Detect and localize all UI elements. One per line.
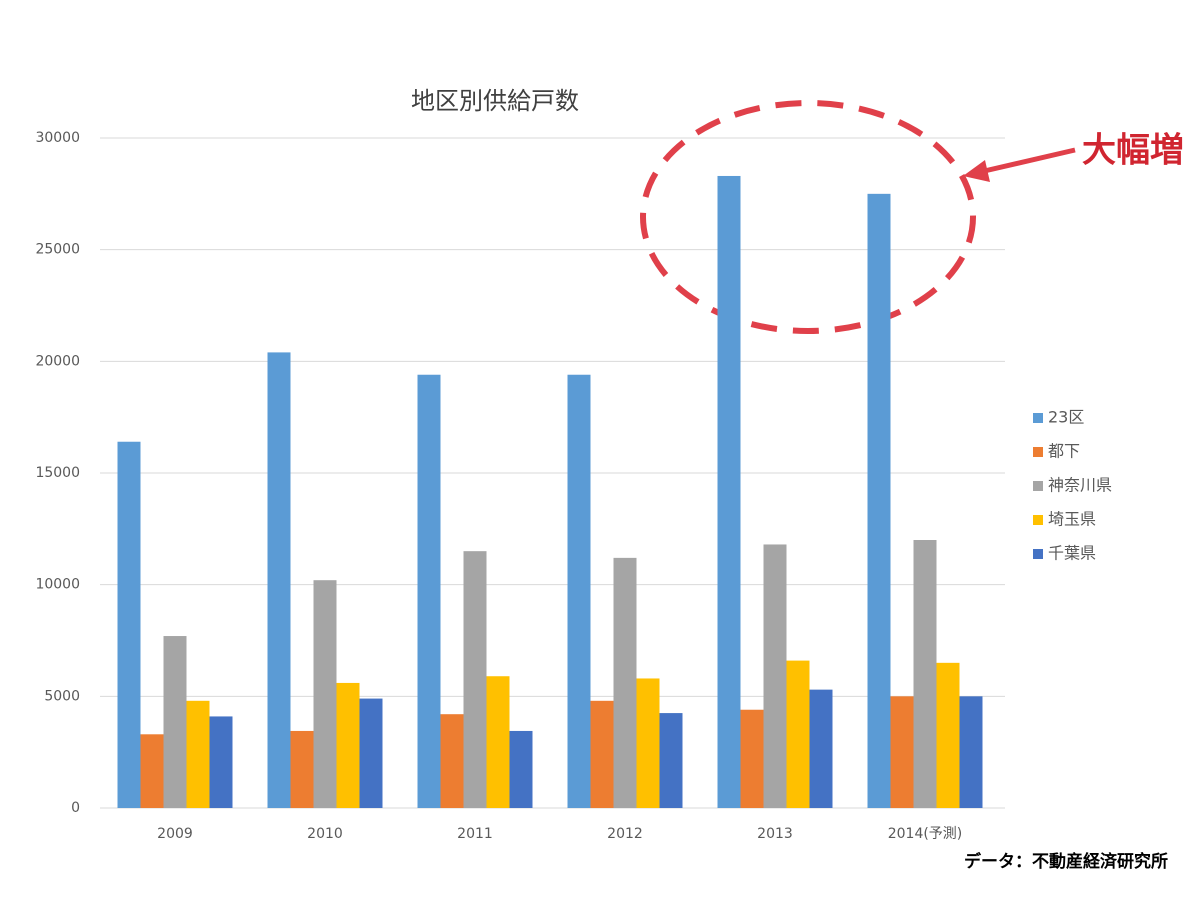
bar bbox=[290, 730, 314, 808]
bar bbox=[336, 682, 360, 808]
bar bbox=[186, 700, 210, 808]
x-tick-label: 2014(予測) bbox=[888, 826, 963, 842]
bar bbox=[486, 676, 510, 808]
bar bbox=[636, 678, 660, 808]
bar bbox=[659, 713, 683, 808]
legend-label: 神奈川県 bbox=[1048, 476, 1112, 495]
legend-swatch bbox=[1033, 447, 1043, 457]
source: データ：不動産経済研究所 bbox=[964, 851, 1168, 872]
y-tick-label: 30000 bbox=[35, 130, 80, 146]
annotation: 大幅増 bbox=[1082, 131, 1184, 171]
legend-label: 都下 bbox=[1048, 442, 1080, 461]
bar bbox=[913, 540, 937, 808]
x-tick-label: 2012 bbox=[607, 826, 643, 842]
x-tick-label: 2011 bbox=[457, 826, 493, 842]
chart-title: 地区別供給戸数 bbox=[411, 87, 579, 115]
legend-swatch bbox=[1033, 515, 1043, 525]
bar bbox=[590, 700, 614, 808]
y-tick-label: 0 bbox=[71, 800, 80, 816]
x-tick-label: 2009 bbox=[157, 826, 193, 842]
bar bbox=[140, 734, 164, 808]
bar bbox=[867, 193, 891, 809]
bar bbox=[267, 352, 291, 808]
legend-label: 千葉県 bbox=[1048, 544, 1096, 563]
bar bbox=[613, 557, 637, 808]
bar bbox=[359, 698, 383, 808]
bar bbox=[809, 689, 833, 808]
legend-swatch bbox=[1033, 413, 1043, 423]
bar bbox=[417, 374, 441, 808]
bar bbox=[890, 696, 914, 808]
bar bbox=[509, 730, 533, 808]
legend-label: 23区 bbox=[1048, 408, 1084, 427]
arrow-head bbox=[963, 160, 990, 182]
bar bbox=[936, 662, 960, 808]
x-tick-label: 2010 bbox=[307, 826, 343, 842]
arrow-line bbox=[979, 147, 1076, 175]
legend-label: 埼玉県 bbox=[1048, 510, 1096, 529]
bar bbox=[209, 716, 233, 808]
bar bbox=[313, 580, 337, 808]
y-tick-label: 25000 bbox=[35, 242, 80, 258]
bar bbox=[440, 714, 464, 808]
y-tick-label: 10000 bbox=[35, 577, 80, 593]
bar bbox=[717, 175, 741, 808]
y-tick-label: 20000 bbox=[35, 353, 80, 369]
bar bbox=[959, 696, 983, 808]
bar bbox=[117, 441, 141, 808]
y-tick-label: 15000 bbox=[35, 465, 80, 481]
bar bbox=[163, 636, 187, 808]
legend-swatch bbox=[1033, 549, 1043, 559]
bar bbox=[740, 709, 764, 808]
bar bbox=[786, 660, 810, 808]
x-tick-label: 2013 bbox=[757, 826, 793, 842]
bar bbox=[763, 544, 787, 808]
bar bbox=[463, 551, 487, 808]
bar bbox=[567, 374, 591, 808]
y-tick-label: 5000 bbox=[44, 688, 80, 704]
legend-swatch bbox=[1033, 481, 1043, 491]
highlight-ellipse bbox=[640, 100, 976, 334]
